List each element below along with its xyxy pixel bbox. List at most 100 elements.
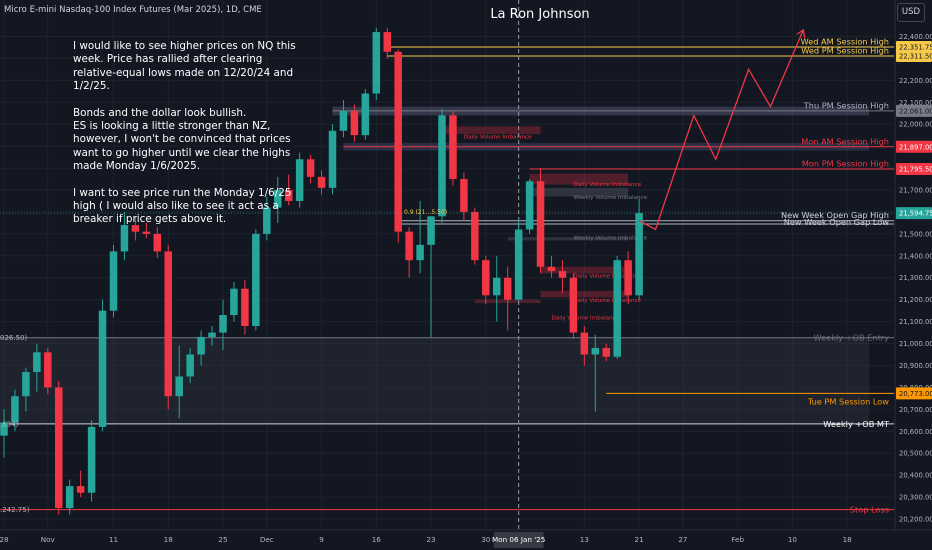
x-tick-label: 25: [218, 535, 227, 544]
price-tag: [896, 387, 932, 400]
level-label: Wed AM Session High: [801, 36, 889, 46]
weekly-ob-zone: [0, 337, 870, 424]
x-tick-label: 27: [678, 535, 687, 544]
y-tick-label: 21,500.00: [899, 230, 932, 238]
candle-body: [547, 266, 556, 272]
crosshair-date-tag: [493, 532, 544, 548]
candle-body: [624, 260, 632, 296]
price-tag: [896, 140, 932, 153]
candle-body: [87, 426, 96, 493]
candle-body: [328, 130, 337, 188]
y-tick-label: 20,200.00: [899, 516, 932, 524]
x-tick-label: 10: [788, 535, 798, 544]
note-paragraph: I would like to see higher prices on NQ …: [73, 40, 296, 93]
candle-body: [263, 207, 271, 234]
candle-body: [76, 486, 85, 493]
imbalance-label: Daily Volume Imbalance: [573, 182, 641, 188]
current-price-tag: [896, 207, 932, 220]
candle-body: [230, 288, 238, 316]
candle-body: [350, 111, 359, 136]
x-tick-label: 18: [843, 535, 853, 544]
x-tick-label: 9: [319, 535, 324, 544]
candle-body: [98, 310, 107, 427]
imbalance-zone: [529, 187, 629, 197]
candle-body: [438, 115, 446, 217]
candle-body: [613, 260, 621, 357]
y-tick-label: 21,000.00: [899, 340, 932, 348]
symbol-title[interactable]: Micro E-mini Nasdaq-100 Index Futures (M…: [4, 5, 262, 15]
y-tick-label: 20,600.00: [899, 428, 932, 436]
price-tag-text: 20,773.00: [899, 390, 932, 398]
imbalance-zone: [507, 237, 629, 241]
imbalance-zone: [442, 126, 541, 135]
imbalance-zone: [540, 290, 629, 298]
imbalance-label: Weekly Volume Imbalance: [573, 235, 647, 241]
level-label: Stop Loss: [850, 505, 889, 515]
grid: [0, 0, 894, 530]
y-tick-label: 20,700.00: [899, 406, 932, 414]
note-paragraph: Bonds and the dollar look bullish. ES is…: [73, 106, 291, 173]
x-tick-label: 23: [426, 535, 435, 544]
candle-body: [142, 231, 151, 234]
candle-body: [602, 347, 610, 357]
left-edge-label: ,634): [0, 420, 19, 428]
imbalance-label: Daily Volume Imbalance: [552, 315, 620, 321]
y-tick-label: 21,300.00: [899, 274, 932, 282]
y-tick-label: 21,200.00: [899, 296, 932, 304]
crosshair-date-text: Mon 06 Jan '25: [492, 535, 545, 544]
imbalance-zone: [529, 173, 629, 185]
candle-body: [558, 271, 567, 278]
level-label: Wed PM Session High: [801, 45, 889, 55]
y-tick-label: 20,500.00: [899, 450, 932, 458]
candle-body: [44, 352, 52, 388]
imbalance-zone: [540, 266, 629, 274]
candle-body: [569, 277, 578, 333]
candle-body: [503, 277, 512, 300]
imbalance-label: Daily Volume Imbalance: [573, 274, 641, 280]
candle-body: [274, 190, 282, 208]
candle-body: [131, 225, 140, 232]
candle-body: [471, 211, 479, 261]
candle-body: [109, 251, 118, 311]
x-tick-label: Dec: [260, 535, 274, 544]
imbalance-label: Weekly Volume Imbalance: [573, 195, 647, 201]
note-paragraph: I want to see price run the Monday 1/6/2…: [73, 186, 292, 226]
candle-body: [460, 179, 468, 212]
y-tick-label: 21,100.00: [899, 318, 932, 326]
left-edge-label: 026.50): [0, 334, 27, 342]
candle-body: [197, 336, 205, 355]
analysis-note: I would like to see higher prices on NQ …: [73, 40, 303, 227]
candle-body: [482, 260, 490, 296]
price-tag: [896, 104, 932, 117]
candle-body: [11, 396, 19, 423]
candle-body: [514, 229, 523, 300]
price-scale: [895, 0, 932, 550]
y-tick-label: 20,400.00: [899, 472, 932, 480]
candle-body: [65, 486, 74, 509]
candle-body: [427, 216, 435, 245]
candle-body: [580, 332, 589, 355]
time-scale: [0, 530, 895, 550]
currency-button[interactable]: USD: [897, 3, 925, 22]
x-tick-label: 21: [635, 535, 644, 544]
candle-body: [164, 251, 172, 397]
level-label: Weekly +OB MT: [823, 419, 890, 429]
candle-body: [536, 181, 545, 267]
imbalance-label: Daily Volume Imbalance: [464, 134, 532, 140]
price-tag: [896, 163, 932, 176]
y-tick-label: 22,000.00: [899, 121, 932, 129]
y-tick-label: 20,900.00: [899, 362, 932, 370]
candle-body: [635, 213, 643, 296]
x-tick-label: Nov: [41, 535, 56, 544]
candle-body: [0, 422, 8, 436]
level-label: Mon PM Session High: [802, 159, 889, 169]
candle-body: [33, 352, 41, 373]
candle-body: [252, 233, 260, 326]
projection-arrowhead: [796, 28, 806, 38]
price-tag: [896, 49, 932, 62]
price-tag-text: 21,795.50: [899, 166, 932, 174]
y-tick-label: 22,100.00: [899, 99, 932, 107]
imbalance-label: Daily Volume Imbalance: [573, 298, 641, 304]
y-tick-label: 22,200.00: [899, 77, 932, 85]
